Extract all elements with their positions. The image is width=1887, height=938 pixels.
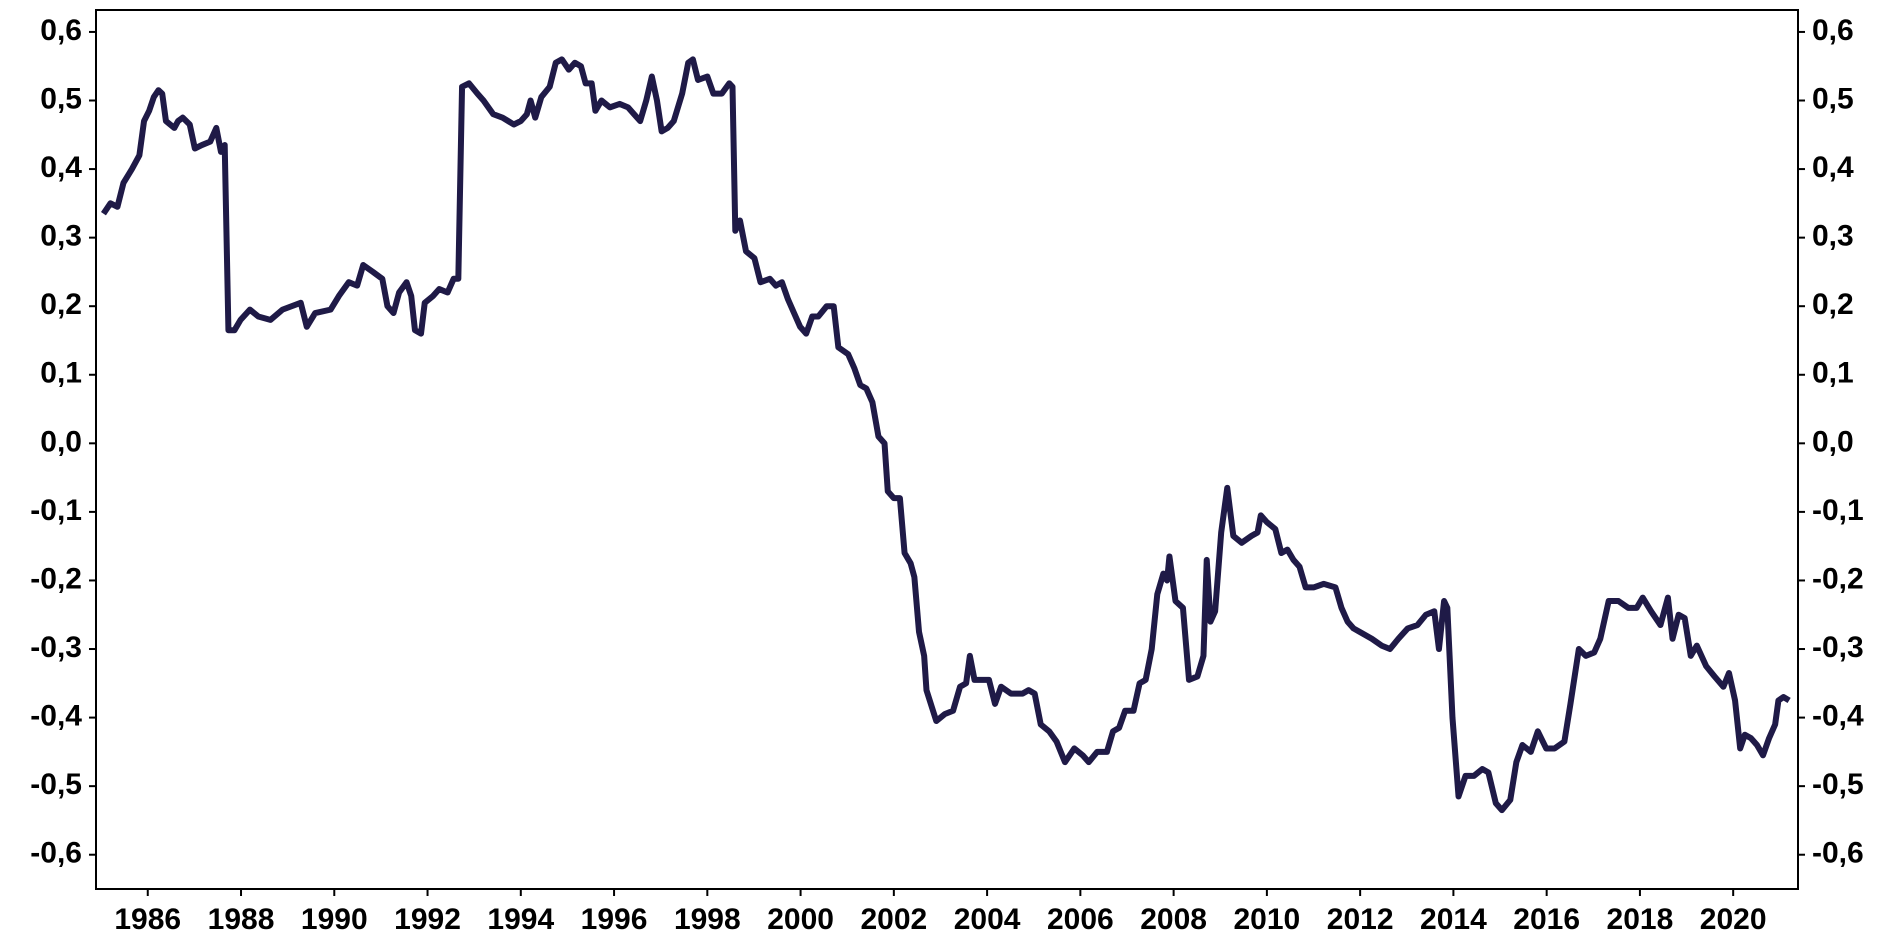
y2-tick-label: -0,6 — [1812, 837, 1864, 870]
x-tick-label: 2012 — [1327, 903, 1394, 936]
y2-tick-label: -0,4 — [1812, 700, 1864, 733]
y2-tick-label: -0,1 — [1812, 494, 1864, 527]
x-tick-label: 2008 — [1140, 903, 1207, 936]
x-tick-label: 1988 — [208, 903, 275, 936]
plot-frame — [95, 9, 1799, 890]
y2-tick-label: 0,6 — [1812, 14, 1854, 47]
x-tick-label: 2016 — [1513, 903, 1580, 936]
y-tick-label: -0,4 — [30, 700, 82, 733]
x-tick-label: 2004 — [954, 903, 1021, 936]
x-tick-label: 2020 — [1700, 903, 1767, 936]
x-tick-label: 2002 — [860, 903, 927, 936]
x-tick-label: 1996 — [581, 903, 648, 936]
y2-tick-label: 0,3 — [1812, 220, 1854, 253]
x-tick-label: 1994 — [487, 903, 554, 936]
y-tick-label: -0,3 — [30, 631, 82, 664]
x-tick-label: 2006 — [1047, 903, 1114, 936]
y-tick-label: 0,1 — [40, 357, 82, 390]
x-tick-label: 2014 — [1420, 903, 1487, 936]
y-tick-label: 0,4 — [40, 151, 82, 184]
y-tick-label: -0,5 — [30, 768, 82, 801]
y-tick-label: -0,1 — [30, 494, 82, 527]
x-tick-label: 1986 — [114, 903, 181, 936]
y2-tick-label: 0,5 — [1812, 82, 1854, 115]
y-tick-label: 0,6 — [40, 14, 82, 47]
x-tick-label: 2018 — [1607, 903, 1674, 936]
x-tick-label: 1998 — [674, 903, 741, 936]
y2-tick-label: 0,4 — [1812, 151, 1854, 184]
y-tick-label: 0,3 — [40, 220, 82, 253]
x-tick-label: 1990 — [301, 903, 368, 936]
y-tick-label: -0,2 — [30, 562, 82, 595]
x-tick-label: 2000 — [767, 903, 834, 936]
y-tick-label: 0,5 — [40, 82, 82, 115]
y2-tick-label: -0,5 — [1812, 768, 1864, 801]
y2-tick-label: -0,2 — [1812, 562, 1864, 595]
data-line — [100, 56, 1791, 814]
y2-tick-label: 0,1 — [1812, 357, 1854, 390]
x-tick-label: 1992 — [394, 903, 461, 936]
y-tick-label: 0,2 — [40, 288, 82, 321]
y-tick-label: -0,6 — [30, 837, 82, 870]
x-tick-label: 2010 — [1234, 903, 1301, 936]
y-tick-label: 0,0 — [40, 425, 82, 458]
y2-tick-label: -0,3 — [1812, 631, 1864, 664]
y2-tick-label: 0,2 — [1812, 288, 1854, 321]
y2-tick-label: 0,0 — [1812, 425, 1854, 458]
